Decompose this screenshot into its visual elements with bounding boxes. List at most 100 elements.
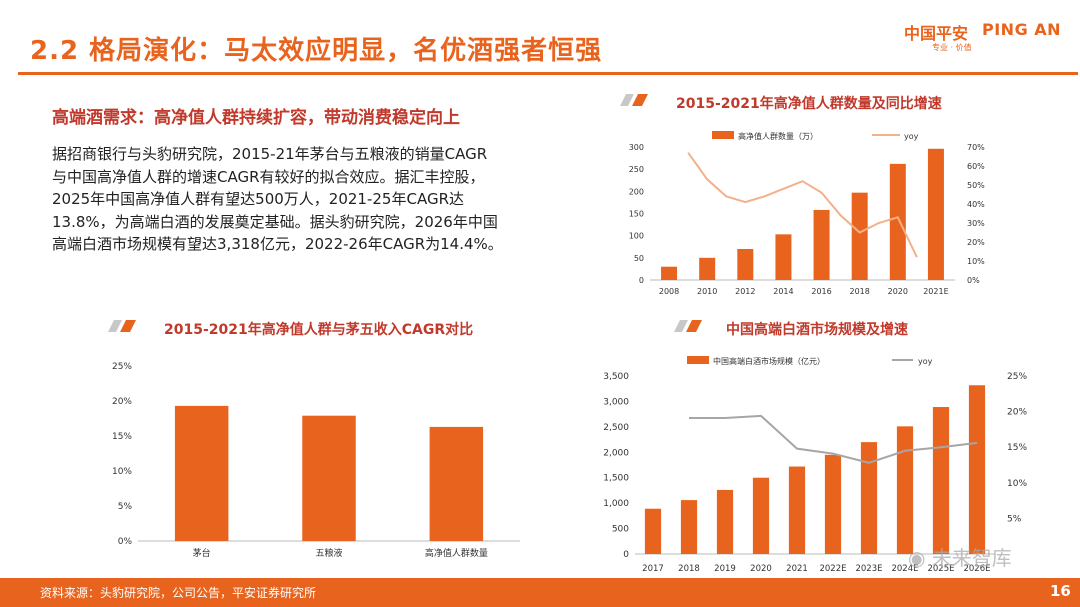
yoy-line — [687, 152, 918, 258]
hnw-population-chart: 0 50 100 150 200 250 300 0% 10% 20% 30% 40% 50% 60% 70… — [629, 131, 985, 296]
bar — [896, 426, 914, 554]
y-left-tick-label: 300 — [629, 143, 644, 152]
x-tick-label: 2023E — [855, 564, 882, 574]
x-tick-label: 2026E — [963, 564, 990, 574]
y-tick-label: 25% — [112, 362, 132, 372]
bar — [644, 508, 662, 554]
y-right-tick-label: 5% — [1007, 514, 1022, 524]
x-tick-label: 2020 — [888, 287, 908, 296]
y-left-tick-label: 500 — [612, 525, 629, 535]
y-left-tick-label: 100 — [629, 232, 644, 241]
y-tick-label: 5% — [118, 502, 133, 512]
y-left-tick-label: 3,000 — [603, 397, 629, 407]
chevron-decoration-icon — [620, 94, 648, 106]
legend-swatch-bar — [687, 356, 709, 364]
y-tick-label: 10% — [112, 467, 132, 477]
y-right-tick-label: 20% — [967, 238, 985, 247]
y-left-tick-label: 0 — [623, 550, 629, 560]
y-right-tick-label: 50% — [967, 181, 985, 190]
legend-label: yoy — [918, 357, 933, 366]
y-left-tick-label: 250 — [629, 165, 644, 174]
bar — [699, 257, 716, 280]
bar — [302, 415, 356, 541]
chevron-decoration-icon — [108, 320, 136, 332]
x-tick-label: 2019 — [714, 564, 736, 574]
x-tick-label: 2016 — [811, 287, 831, 296]
body-line: 13.8%，为高端白酒的发展奠定基础。据头豹研究院，2026年中国 — [52, 212, 498, 231]
x-tick-label: 2025E — [927, 564, 954, 574]
x-tick-label: 2017 — [642, 564, 664, 574]
body-line: 2025年中国高净值人群有望达500万人，2021-25年CAGR达 — [52, 190, 464, 208]
bar — [813, 209, 830, 280]
y-left-tick-label: 150 — [629, 210, 644, 219]
bar — [775, 234, 792, 280]
x-tick-label: 2021 — [786, 564, 808, 574]
logo-english: PING AN — [982, 20, 1062, 39]
y-right-tick-label: 15% — [1007, 443, 1027, 453]
bar — [716, 489, 734, 554]
x-tick-label: 2018 — [678, 564, 700, 574]
x-tick-label: 2020 — [750, 564, 772, 574]
body-line: 高端白酒市场规模有望达3,318亿元，2022-26年CAGR为14.4%。 — [52, 235, 503, 253]
chart-title-hnw: 2015-2021年高净值人群数量及同比增速 — [676, 96, 942, 112]
page-number: 16 — [1050, 582, 1071, 600]
page-title: 2.2 格局演化：马太效应明显，名优酒强者恒强 — [30, 36, 603, 66]
legend-label: 中国高端白酒市场规模（亿元） — [713, 356, 825, 366]
chart-title-market: 中国高端白酒市场规模及增速 — [726, 322, 908, 338]
y-left-tick-label: 200 — [629, 187, 644, 196]
x-tick-label: 2022E — [819, 564, 846, 574]
chart-title-cagr: 2015-2021年高净值人群与茅五收入CAGR对比 — [164, 322, 474, 338]
y-left-tick-label: 50 — [634, 254, 644, 263]
yoy-line — [689, 414, 978, 464]
y-right-tick-label: 60% — [967, 162, 985, 171]
cagr-comparison-chart: 0% 5% 10% 15% 20% 25% 茅台 五粮液 高净值人群数量 — [112, 362, 520, 559]
bar — [932, 407, 950, 554]
y-tick-label: 20% — [112, 397, 132, 407]
y-left-tick-label: 0 — [639, 276, 644, 285]
x-tick-label: 2018 — [850, 287, 870, 296]
y-right-tick-label: 40% — [967, 200, 985, 209]
bar — [927, 148, 944, 280]
bar — [968, 385, 986, 554]
x-tick-label: 高净值人群数量 — [425, 547, 488, 559]
bar — [752, 477, 770, 554]
y-tick-label: 0% — [118, 537, 133, 547]
bar — [737, 248, 754, 280]
x-tick-label: 2012 — [735, 287, 755, 296]
y-left-tick-label: 2,000 — [603, 448, 629, 458]
y-right-tick-label: 30% — [967, 219, 985, 228]
body-line: 与中国高净值人群的增速CAGR有较好的拟合效应。据汇丰控股， — [52, 167, 485, 186]
x-tick-label: 茅台 — [193, 547, 211, 559]
body-line: 据招商银行与头豹研究院，2015-21年茅台与五粮液的销量CAGR — [52, 145, 488, 163]
section-subheading: 高端酒需求：高净值人群持续扩容，带动消费稳定向上 — [52, 108, 460, 128]
bar — [680, 500, 698, 554]
watermark-text: 未来智库 — [931, 546, 1012, 570]
y-left-tick-label: 1,000 — [603, 499, 629, 509]
x-tick-label: 2021E — [923, 287, 948, 296]
bar — [788, 466, 806, 554]
y-left-tick-label: 2,500 — [603, 423, 629, 433]
x-tick-label: 2014 — [773, 287, 793, 296]
y-right-tick-label: 25% — [1007, 372, 1027, 382]
logo-tagline: 专业 · 价值 — [932, 43, 972, 52]
legend-swatch-bar — [712, 131, 734, 139]
y-tick-label: 15% — [112, 432, 132, 442]
source-note: 资料来源：头豹研究院，公司公告，平安证券研究所 — [40, 586, 317, 600]
bar — [860, 442, 878, 554]
bar — [429, 426, 484, 541]
x-tick-label: 五粮液 — [315, 547, 342, 559]
y-right-tick-label: 10% — [1007, 479, 1027, 489]
body-paragraph: 据招商银行与头豹研究院，2015-21年茅台与五粮液的销量CAGR 与中国高净值… — [52, 143, 582, 256]
y-right-tick-label: 10% — [967, 257, 985, 266]
y-right-tick-label: 0% — [967, 276, 980, 285]
y-left-tick-label: 3,500 — [603, 372, 629, 382]
legend-label: 高净值人群数量（万） — [738, 131, 818, 141]
bar — [174, 405, 229, 541]
header-divider — [18, 72, 1078, 75]
company-logo: 中国平安 PING AN 专业 · 价值 — [880, 18, 1070, 58]
market-size-chart: 0 500 1,000 1,500 2,000 2,500 3,000 3,500 5% 10% 1… — [603, 356, 1027, 574]
logo-chinese: 中国平安 — [904, 24, 969, 43]
y-right-tick-label: 20% — [1007, 408, 1027, 418]
bar — [851, 192, 868, 280]
legend-label: yoy — [904, 132, 919, 141]
